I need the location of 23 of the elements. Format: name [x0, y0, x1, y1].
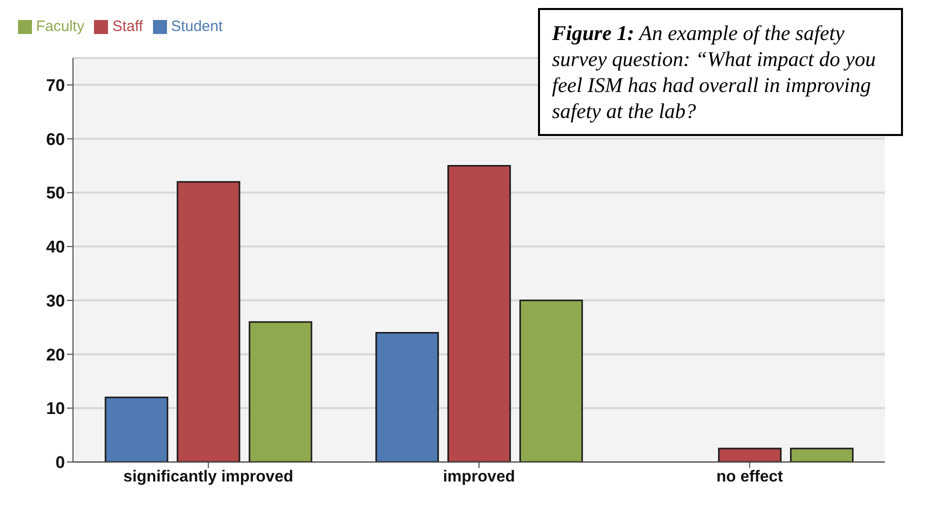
- y-tick-label: 30: [46, 291, 65, 310]
- x-tick-label: improved: [442, 468, 516, 486]
- y-tick-label: 60: [46, 130, 65, 149]
- bar: [176, 181, 240, 462]
- y-tick-label: 20: [46, 345, 65, 364]
- x-tick-label: no effect: [716, 468, 784, 486]
- legend-label: Student: [170, 18, 223, 35]
- bar: [790, 448, 854, 462]
- legend-label: Faculty: [36, 18, 84, 35]
- y-tick-label: 10: [46, 399, 65, 418]
- y-tick-label: 40: [46, 238, 65, 257]
- y-tick-label: 50: [46, 184, 65, 203]
- x-tick-label: significantly improved: [123, 468, 294, 486]
- bar: [447, 164, 511, 462]
- bar: [248, 321, 312, 462]
- annotation: Figure 1: An example of the safety survey question: “What impact do you feel ISM has had overall in improving safety at the lab?: [538, 8, 903, 136]
- bar: [104, 396, 168, 462]
- y-tick-label: 70: [46, 76, 65, 95]
- bar: [519, 300, 583, 462]
- bar: [718, 448, 782, 462]
- y-tick-label: 0: [56, 453, 65, 472]
- bar: [375, 332, 439, 462]
- legend-label: Staff: [112, 18, 143, 35]
